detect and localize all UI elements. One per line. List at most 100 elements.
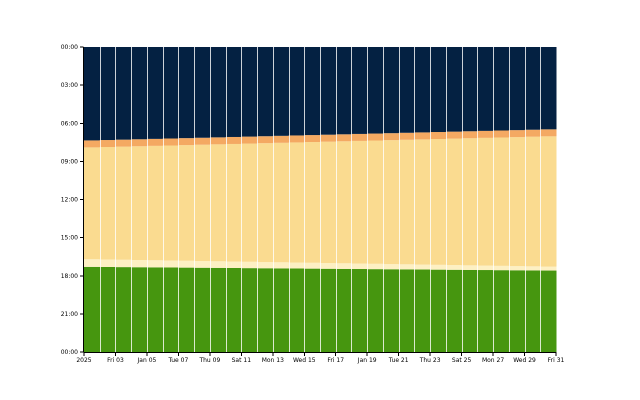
bar-segment-twilight-morning: [540, 266, 557, 271]
bar-segment-day: [414, 139, 431, 265]
bar-segment-twilight-evening: [272, 135, 290, 143]
x-tick-label: Jan 05: [137, 357, 157, 364]
bar-segment-day: [178, 145, 195, 261]
bar-segment-night: [257, 47, 274, 137]
bar-segment-twilight-morning: [414, 264, 431, 270]
bar-segment-day: [304, 142, 321, 263]
x-tick-label: Mon 27: [482, 357, 504, 364]
bar-segment-twilight-evening: [131, 139, 148, 147]
bar-segment-twilight-morning: [146, 260, 164, 268]
bar-segment-twilight-morning: [178, 260, 195, 268]
bar-segment-lower: [398, 269, 415, 352]
bar-segment-lower: [115, 267, 132, 352]
bar-segment-night: [351, 47, 368, 134]
bar-segment-twilight-morning: [99, 259, 116, 267]
bar-segment-day: [320, 141, 337, 264]
bar-segment-lower: [99, 266, 116, 352]
bar-segment-lower: [414, 269, 431, 352]
bar-segment-lower: [335, 268, 352, 352]
bar-segment-twilight-morning: [351, 263, 368, 270]
y-tick-label: 21:00: [61, 311, 78, 318]
bar-segment-twilight-evening: [351, 133, 368, 141]
bar-segment-twilight-morning: [225, 261, 242, 268]
y-tick-label: 03:00: [61, 82, 78, 89]
x-axis: 2025 Fri 03 Jan 05 Tue 07 Thu 09 Sat 11 Mon 13…: [76, 352, 565, 364]
bar-segment-twilight-evening: [430, 132, 447, 140]
bar-segment-day: [540, 136, 557, 267]
bar-segment-twilight-evening: [178, 138, 195, 146]
bar-segment-twilight-morning: [398, 264, 415, 270]
bar-segment-night: [430, 47, 447, 133]
bar-segment-twilight-morning: [272, 262, 290, 269]
bar-segment-twilight-evening: [524, 129, 541, 137]
bar-segment-twilight-evening: [414, 132, 431, 140]
bar-segment-twilight-evening: [209, 137, 227, 145]
bar-segment-night: [209, 47, 227, 138]
bar-segment-lower: [257, 268, 274, 352]
bar-segment-day: [351, 140, 368, 264]
bar-segment-twilight-evening: [288, 135, 305, 143]
bar-segment-lower: [162, 267, 179, 352]
bar-segment-twilight-morning: [115, 259, 132, 268]
bar-segment-night: [493, 47, 510, 131]
bar-segment-day: [430, 139, 447, 265]
bar-segment-twilight-evening: [225, 136, 242, 144]
bar-segment-lower: [367, 269, 384, 352]
bar-segment-night: [382, 47, 400, 134]
bar-segment-twilight-morning: [162, 260, 179, 268]
bar-segment-day: [288, 142, 305, 263]
bar-segment-twilight-morning: [194, 261, 211, 268]
y-tick-label: 00:00: [61, 44, 78, 51]
bar-segment-twilight-morning: [335, 263, 352, 269]
bar-segment-day: [99, 147, 116, 260]
bar-segment-twilight-morning: [524, 266, 541, 271]
bar-segment-night: [225, 47, 242, 137]
bar-segment-day: [146, 145, 164, 261]
x-tick-label: Wed 15: [293, 357, 316, 364]
x-tick-label: Jan 19: [357, 357, 377, 364]
bar-segment-lower: [320, 268, 337, 352]
bar-segment-twilight-evening: [304, 135, 321, 143]
bar-segment-twilight-evening: [540, 129, 557, 137]
bar-segment-lower: [382, 269, 400, 352]
x-tick-label: Fri 17: [327, 357, 344, 364]
bar-segment-day: [335, 141, 352, 264]
bar-segment-lower: [241, 268, 258, 352]
bar-segment-twilight-evening: [194, 137, 211, 145]
bar-segment-twilight-evening: [241, 136, 258, 144]
bar-segment-twilight-morning: [367, 263, 384, 270]
x-tick-label: 2025: [76, 357, 91, 364]
bar-segment-twilight-morning: [209, 261, 227, 268]
bar-segment-twilight-morning: [382, 264, 400, 270]
y-tick-label: 15:00: [61, 235, 78, 242]
bar-segment-twilight-morning: [288, 262, 305, 269]
bar-segment-night: [178, 47, 195, 139]
x-tick-label: Thu 09: [198, 357, 220, 364]
bar-segment-day: [508, 137, 526, 267]
bar-segment-twilight-morning: [493, 265, 510, 271]
bar-segment-day: [131, 146, 148, 260]
bar-segment-lower: [209, 267, 227, 352]
bar-segment-twilight-evening: [84, 140, 101, 148]
bar-segment-night: [146, 47, 164, 139]
bar-segment-night: [414, 47, 431, 133]
bar-segment-day: [225, 143, 242, 262]
bar-segment-lower: [225, 267, 242, 352]
bar-segment-day: [382, 140, 400, 265]
bar-segment-lower: [540, 270, 557, 352]
bar-segment-twilight-evening: [367, 133, 384, 141]
bar-segment-night: [162, 47, 179, 139]
bar-segment-night: [115, 47, 132, 140]
bar-segment-night: [320, 47, 337, 135]
bar-segment-lower: [84, 266, 101, 352]
bar-segment-twilight-morning: [241, 261, 258, 269]
bar-segment-night: [272, 47, 290, 136]
bar-segment-day: [477, 137, 494, 266]
bar-segment-night: [84, 47, 101, 141]
x-tick-label: Sat 25: [452, 357, 472, 364]
bar-segment-twilight-evening: [445, 131, 463, 139]
y-tick-label: 12:00: [61, 197, 78, 204]
bar-segment-lower: [461, 269, 478, 352]
x-tick-label: Fri 31: [548, 357, 565, 364]
